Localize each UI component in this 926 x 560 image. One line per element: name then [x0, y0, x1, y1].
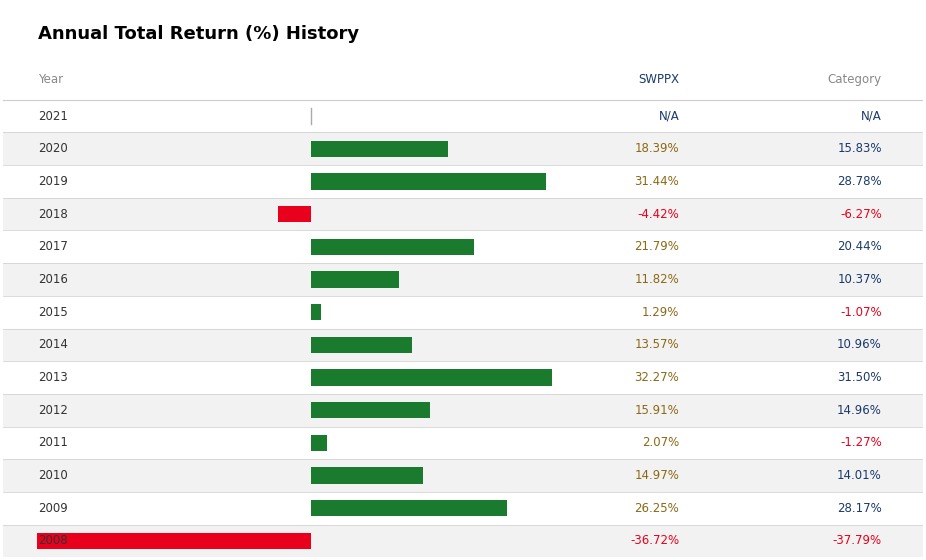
Text: 14.01%: 14.01% [837, 469, 882, 482]
Text: 18.39%: 18.39% [634, 142, 680, 155]
Text: Annual Total Return (%) History: Annual Total Return (%) History [38, 25, 359, 43]
Text: N/A: N/A [658, 110, 680, 123]
Bar [3, 459, 923, 492]
Text: 2018: 2018 [38, 208, 68, 221]
Text: -1.27%: -1.27% [840, 436, 882, 449]
Text: 2019: 2019 [38, 175, 68, 188]
Text: Year: Year [38, 73, 63, 86]
Bar [311, 500, 507, 516]
Text: 10.96%: 10.96% [837, 338, 882, 351]
Text: 14.96%: 14.96% [837, 404, 882, 417]
Bar [3, 492, 923, 525]
Text: 31.50%: 31.50% [837, 371, 882, 384]
Text: 28.78%: 28.78% [837, 175, 882, 188]
Text: 15.83%: 15.83% [837, 142, 882, 155]
Text: 10.37%: 10.37% [837, 273, 882, 286]
Text: 11.82%: 11.82% [634, 273, 680, 286]
Text: 2021: 2021 [38, 110, 68, 123]
Bar [311, 337, 412, 353]
Text: 21.79%: 21.79% [634, 240, 680, 253]
Text: Category: Category [828, 73, 882, 86]
Bar [3, 361, 923, 394]
Bar [3, 198, 923, 231]
Text: 2009: 2009 [38, 502, 68, 515]
Bar [3, 427, 923, 459]
Text: -4.42%: -4.42% [638, 208, 680, 221]
Text: 2012: 2012 [38, 404, 68, 417]
Text: 31.44%: 31.44% [634, 175, 680, 188]
Bar [311, 435, 327, 451]
Text: 2016: 2016 [38, 273, 68, 286]
Text: N/A: N/A [861, 110, 882, 123]
Text: 1.29%: 1.29% [642, 306, 680, 319]
Bar [3, 231, 923, 263]
Bar [311, 239, 474, 255]
Text: 2015: 2015 [38, 306, 68, 319]
Text: 2020: 2020 [38, 142, 68, 155]
Text: 20.44%: 20.44% [837, 240, 882, 253]
Text: 13.57%: 13.57% [634, 338, 680, 351]
Bar [3, 525, 923, 557]
Text: 2017: 2017 [38, 240, 68, 253]
Text: 15.91%: 15.91% [634, 404, 680, 417]
Bar [311, 272, 399, 288]
Bar [311, 370, 552, 386]
Bar [311, 304, 320, 320]
Text: 32.27%: 32.27% [634, 371, 680, 384]
Bar [3, 329, 923, 361]
Text: 2008: 2008 [38, 534, 68, 547]
Bar [3, 263, 923, 296]
Text: 2014: 2014 [38, 338, 68, 351]
Text: 28.17%: 28.17% [837, 502, 882, 515]
Text: 2.07%: 2.07% [642, 436, 680, 449]
Text: 2010: 2010 [38, 469, 68, 482]
Bar [311, 173, 545, 190]
Text: -6.27%: -6.27% [840, 208, 882, 221]
Text: SWPPX: SWPPX [638, 73, 680, 86]
Bar [3, 165, 923, 198]
Bar [311, 141, 448, 157]
Text: -37.79%: -37.79% [832, 534, 882, 547]
Bar [311, 402, 430, 418]
Bar [311, 468, 423, 484]
Bar [3, 133, 923, 165]
Bar [278, 206, 311, 222]
Text: 14.97%: 14.97% [634, 469, 680, 482]
Bar [3, 100, 923, 133]
Text: -36.72%: -36.72% [631, 534, 680, 547]
Text: 2011: 2011 [38, 436, 68, 449]
Bar [37, 533, 311, 549]
Text: 2013: 2013 [38, 371, 68, 384]
Bar [3, 296, 923, 329]
Text: 26.25%: 26.25% [634, 502, 680, 515]
Text: -1.07%: -1.07% [840, 306, 882, 319]
Bar [3, 394, 923, 427]
